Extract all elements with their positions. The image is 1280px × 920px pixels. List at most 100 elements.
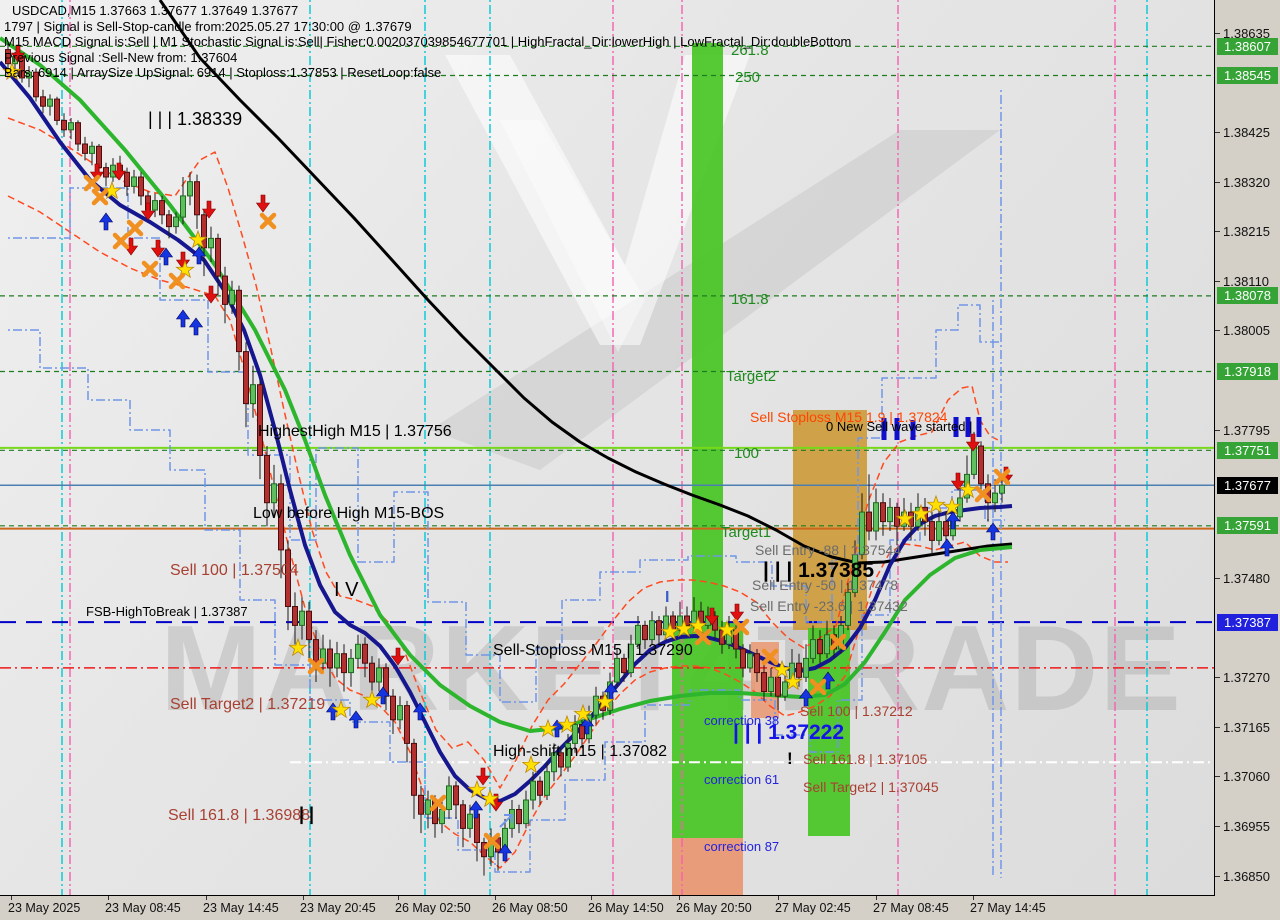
fsb-high-to-break-label: FSB-HighToBreak | 1.37387	[86, 604, 248, 619]
cross-signal-icon	[83, 174, 101, 192]
star-signal-icon	[175, 259, 195, 279]
buy-arrow-icon	[412, 702, 428, 721]
star-signal-icon	[717, 619, 737, 639]
price-axis[interactable]: 1.38635 1.38425 1.38320 1.38215 1.38110 1.380…	[1215, 0, 1280, 895]
sell-entry-88-label: Sell Entry -88 | 1.37544	[755, 542, 902, 558]
sell-entry-236-label: Sell Entry -23.6 | 1.37432	[750, 598, 908, 614]
sell-arrow-icon	[729, 603, 745, 622]
price-tick-mark	[1215, 132, 1220, 134]
star-signal-icon	[188, 229, 208, 249]
sell-arrow-icon	[704, 607, 720, 626]
star-signal-icon	[573, 703, 593, 723]
price-box-blue: 1.37387	[1217, 613, 1278, 631]
signal-line: 1797 | Signal is Sell-Stop-candle from:2…	[4, 18, 412, 34]
correction-38-label: correction 38	[704, 713, 780, 728]
star-signal-icon	[362, 689, 382, 709]
sell-target2-left-label: Sell Target2 | 1.37219	[170, 696, 326, 713]
wave-i-label: I	[665, 589, 670, 606]
entry-pipe-marker	[965, 417, 971, 437]
stoploss-zone	[793, 410, 867, 630]
hollow-arrow-icon	[499, 814, 513, 828]
price-box-black: 1.37677	[1217, 476, 1278, 494]
star-signal-icon	[911, 503, 931, 523]
time-tick-mark	[591, 896, 592, 900]
time-tick-mark	[973, 896, 974, 900]
cross-signal-icon	[761, 648, 779, 666]
entry-pipe-marker	[976, 417, 982, 437]
sell-arrow-icon	[89, 163, 105, 182]
buy-arrow-icon	[191, 246, 207, 265]
star-signal-icon	[958, 479, 978, 499]
star-signal-icon	[942, 496, 962, 516]
high-shift-label: High-shift m15 | 1.37082	[493, 743, 668, 760]
star-signal-icon	[467, 779, 487, 799]
price-box-green: 1.37751	[1217, 441, 1278, 459]
sell-arrow-icon	[475, 767, 491, 786]
correction-bar-deep	[672, 838, 743, 895]
price-tick-mark	[1215, 181, 1220, 183]
sell-100-right-label: Sell 100 | 1.37212	[800, 703, 913, 719]
time-label: 27 May 14:45	[970, 901, 1046, 915]
sell-100-left-label: Sell 100 | 1.37504	[170, 562, 299, 579]
time-label: 23 May 08:45	[105, 901, 181, 915]
fib-extension-bar	[692, 43, 723, 622]
star-signal-icon	[2, 61, 22, 81]
sell-161-right-label: Sell 161.8 | 1.37105	[803, 751, 928, 767]
correction-87-label: correction 87	[704, 839, 780, 854]
buy-arrow-icon	[939, 538, 955, 557]
chart-info-panel: USDCAD,M15 1.37663 1.37677 1.37649 1.376…	[4, 3, 851, 81]
price-box-green: 1.38545	[1217, 67, 1278, 84]
price-box-green: 1.38607	[1217, 37, 1278, 55]
star-signal-icon	[521, 754, 541, 774]
time-label: 27 May 08:45	[873, 901, 949, 915]
channel-line	[8, 329, 1005, 873]
cross-signal-icon	[91, 188, 109, 206]
pipe-marker-small: | |	[299, 804, 315, 824]
chart-canvas	[0, 0, 1214, 895]
time-axis[interactable]: 23 May 2025 23 May 08:45 23 May 14:45 23 Ma…	[0, 896, 1280, 920]
time-tick-mark	[303, 896, 304, 900]
ma-navy	[0, 60, 1013, 803]
price-tick-label: 1.37165	[1223, 719, 1270, 735]
price-tick-mark	[1215, 231, 1220, 233]
sell-arrow-icon	[150, 239, 166, 258]
chart-plot-area[interactable]: MARKET4TRADE | | | 1.38339 HighestHigh M1…	[0, 0, 1215, 896]
price-tick-label: 1.38215	[1223, 224, 1270, 240]
exclaim-label: !	[787, 749, 793, 768]
sell-entry-50-label: Sell Entry -50 | 1.37478	[752, 577, 899, 593]
fib-target1-label: Target1	[721, 524, 772, 541]
price-tick-label: 1.37060	[1223, 769, 1270, 785]
price-tick-label: 1.37795	[1223, 422, 1270, 438]
star-signal-icon	[783, 671, 803, 691]
cross-signal-icon	[259, 212, 277, 230]
star-signal-icon	[331, 699, 351, 719]
correction-61-label: correction 61	[704, 772, 780, 787]
star-signal-icon	[480, 788, 500, 808]
star-signal-icon	[538, 718, 558, 738]
cross-signal-icon	[694, 628, 712, 646]
time-tick-mark	[11, 896, 12, 900]
star-signal-icon	[660, 621, 680, 641]
star-signal-icon	[772, 659, 792, 679]
price-box-green: 1.37591	[1217, 517, 1278, 535]
star-signal-icon	[595, 691, 615, 711]
fib-161-label: 161.8	[731, 291, 769, 308]
fib-261-label: 261.8	[731, 42, 769, 59]
entry-pipe-marker	[953, 417, 959, 437]
time-label: 23 May 14:45	[203, 901, 279, 915]
time-tick-mark	[778, 896, 779, 900]
price-tick-label: 1.38425	[1223, 125, 1270, 141]
star-signal-icon	[288, 637, 308, 657]
price-tick-label: 1.37270	[1223, 670, 1270, 686]
time-tick-mark	[679, 896, 680, 900]
cross-signal-icon	[974, 485, 992, 503]
cross-signal-icon	[141, 260, 159, 278]
star-signal-icon	[674, 618, 694, 638]
low-before-high-label: Low before High M15-BOS	[253, 505, 445, 522]
buy-arrow-icon	[375, 686, 391, 705]
wave-iv-label: I V	[334, 579, 359, 601]
candlestick-series	[5, 43, 1005, 876]
sell-arrow-icon	[140, 202, 156, 221]
wave-marker-138339: | | | 1.38339	[148, 109, 243, 129]
